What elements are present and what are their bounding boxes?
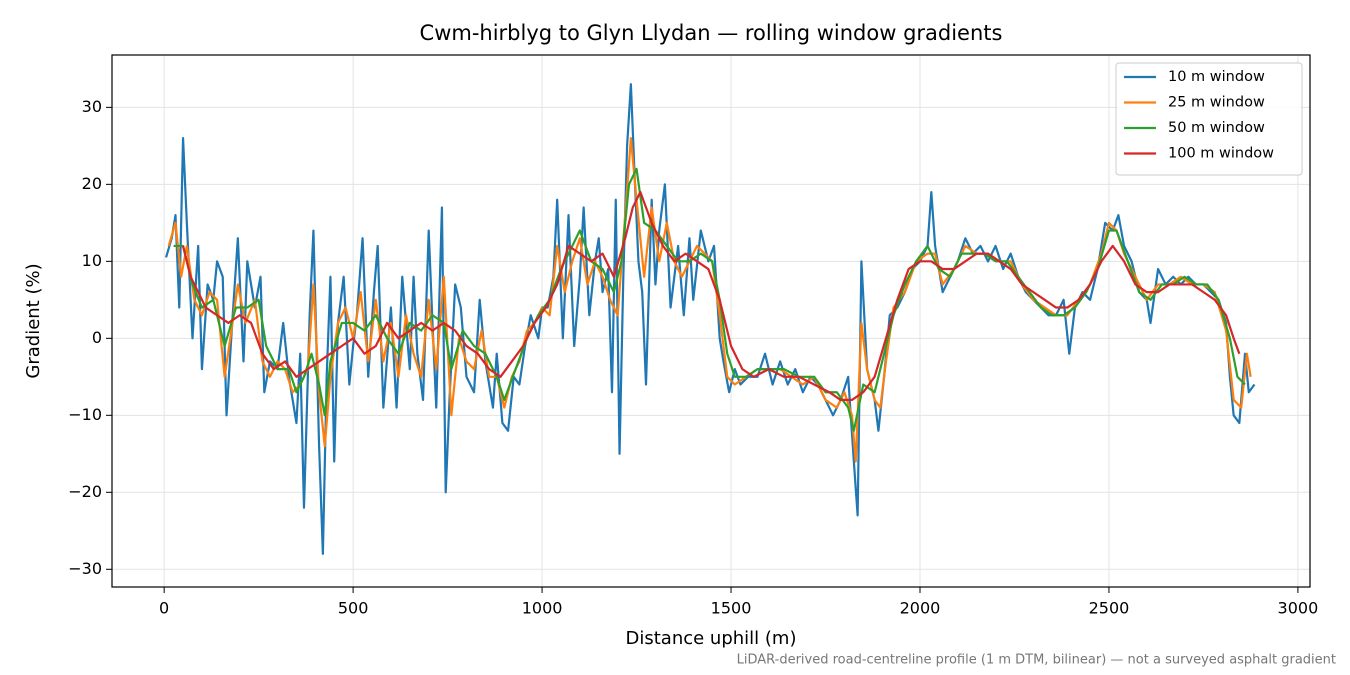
legend-label: 50 m window: [1168, 120, 1265, 136]
series-line: [181, 190, 1241, 402]
plot-frame: [111, 54, 1311, 588]
x-tick-label: 1000: [522, 599, 563, 618]
y-tick-label: 30: [82, 97, 102, 116]
y-tick-label: −20: [68, 482, 102, 501]
legend-box: [1115, 62, 1303, 176]
x-tick-label: 2000: [900, 599, 941, 618]
y-tick-label: 10: [82, 251, 102, 270]
x-tick-label: 1500: [711, 599, 752, 618]
legend-label: 100 m window: [1168, 146, 1274, 162]
x-axis-label: Distance uphill (m): [626, 628, 797, 649]
y-tick-label: −10: [68, 405, 102, 424]
x-tick-label: 2500: [1089, 599, 1130, 618]
y-tick-label: 20: [82, 174, 102, 193]
y-tick-label: −30: [68, 559, 102, 578]
series-line: [164, 83, 1256, 555]
x-tick-label: 500: [338, 599, 369, 618]
footnote: LiDAR-derived road-centreline profile (1…: [737, 653, 1336, 668]
x-tick-label: 3000: [1278, 599, 1319, 618]
legend-label: 25 m window: [1168, 95, 1265, 111]
legend-label: 10 m window: [1168, 69, 1265, 85]
chart-title: Cwm-hirblyg to Glyn Llydan — rolling win…: [420, 21, 1003, 45]
y-axis-label: Gradient (%): [23, 263, 44, 378]
y-tick-label: 0: [92, 328, 102, 347]
x-tick-label: 0: [159, 599, 169, 618]
series-line: [173, 167, 1246, 432]
